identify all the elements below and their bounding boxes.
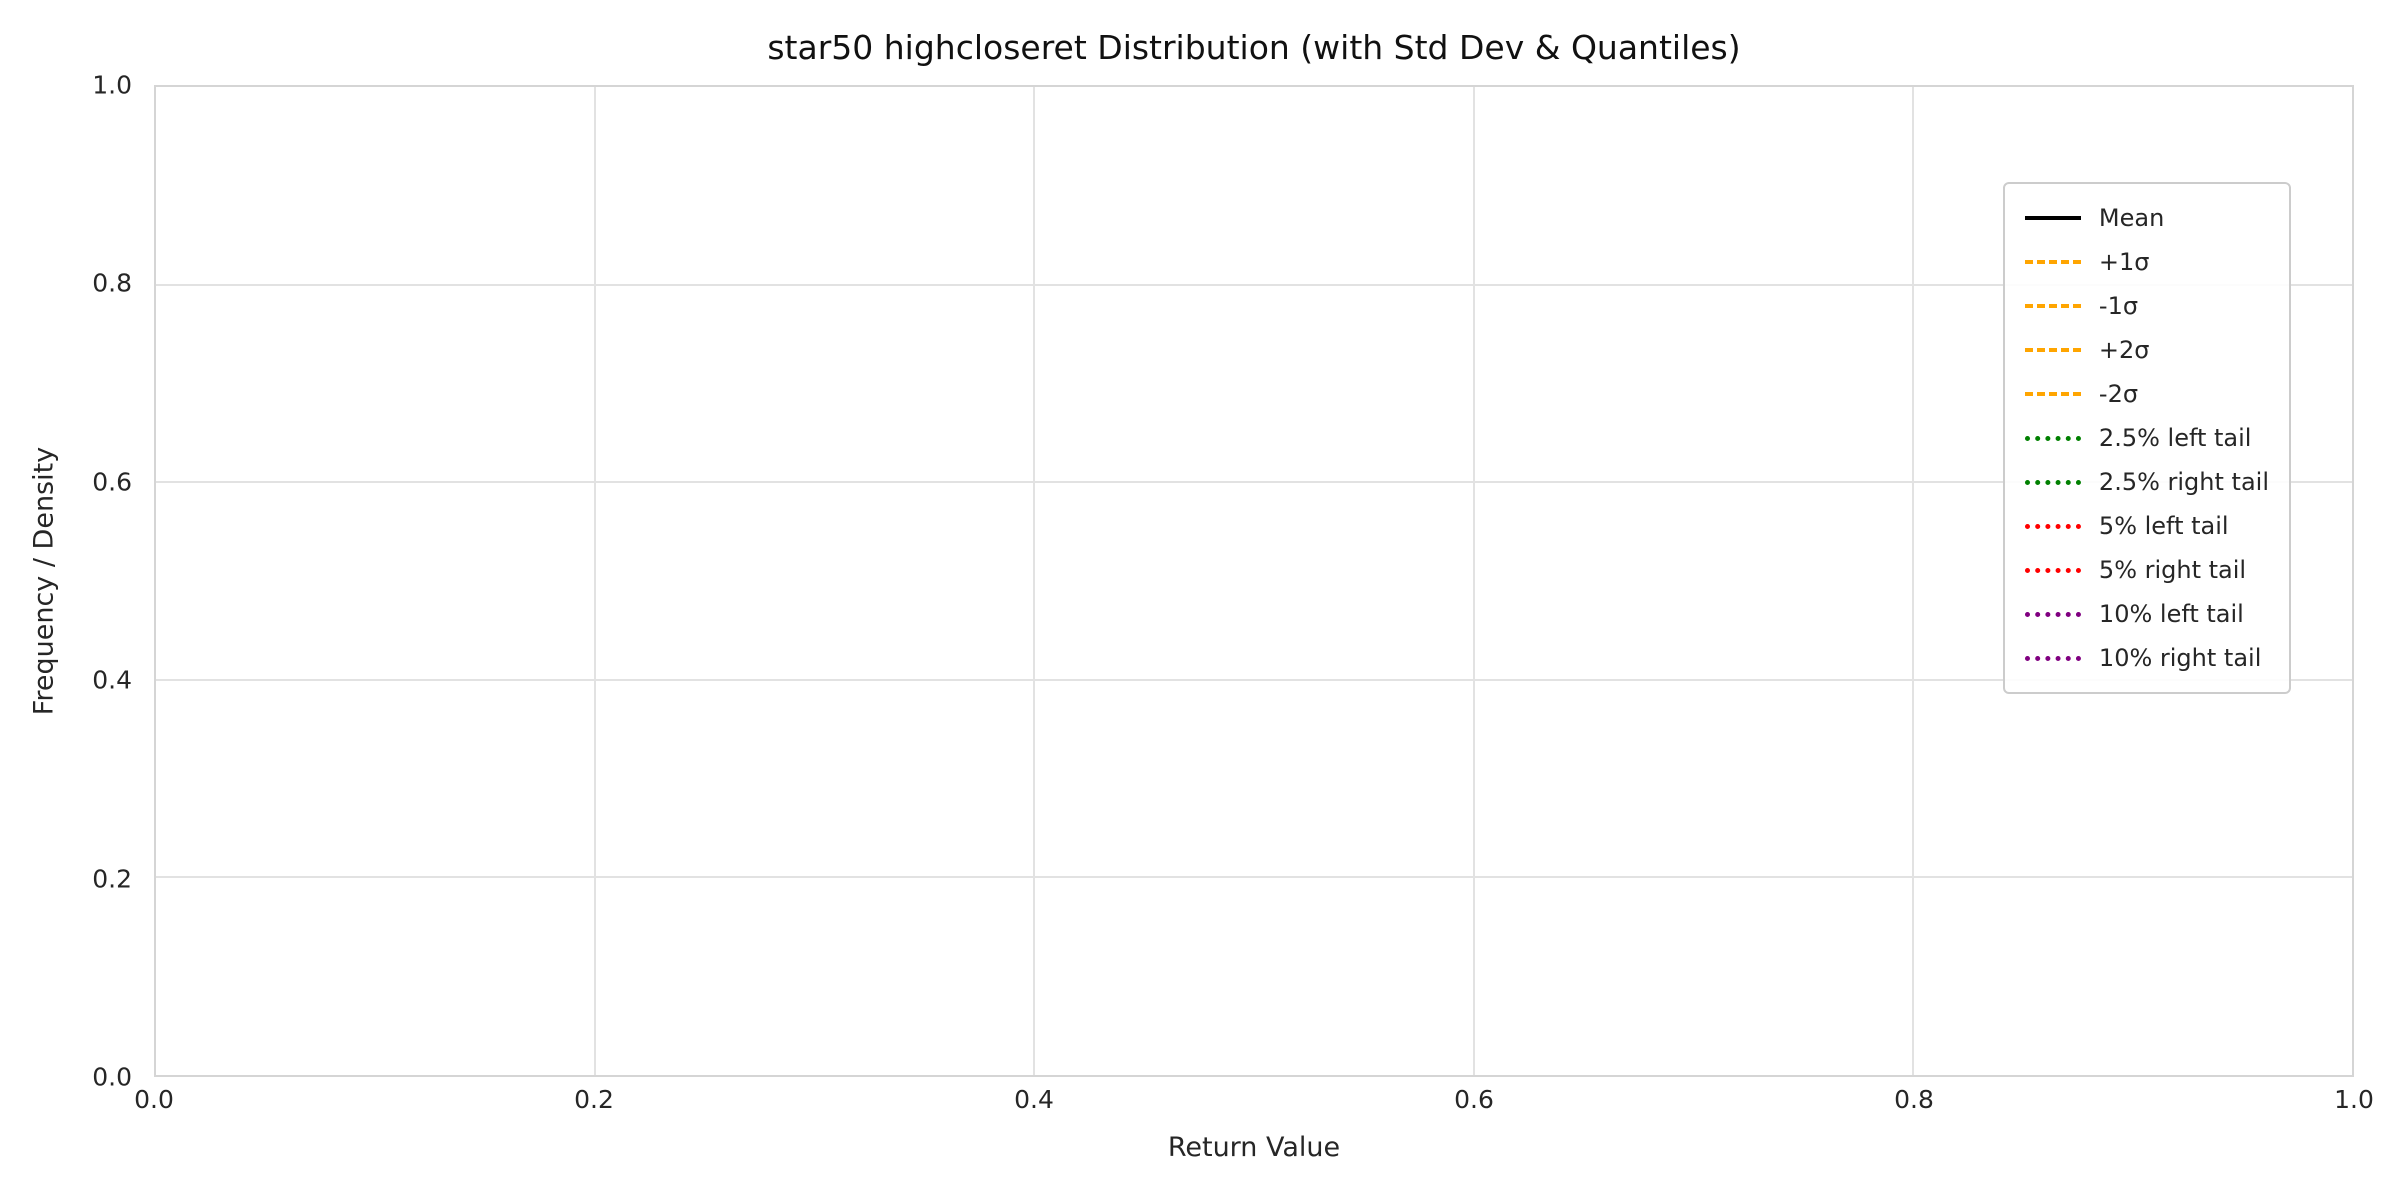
gridline-vertical (1911, 87, 1914, 1075)
legend: Mean +1σ -1σ +2σ -2σ 2.5% left tail 2.5% right… (2002, 182, 2291, 694)
gridline-horizontal (156, 283, 2352, 286)
legend-item: 10% right tail (2024, 636, 2269, 680)
legend-line-sample (2024, 435, 2081, 441)
y-tick-label: 0.4 (92, 665, 132, 695)
x-tick-label: 0.2 (574, 1085, 614, 1114)
legend-item: 10% left tail (2024, 592, 2269, 636)
gridline-horizontal (156, 481, 2352, 484)
legend-label: +1σ (2098, 248, 2150, 276)
legend-item: -2σ (2024, 372, 2269, 416)
legend-item: +1σ (2024, 240, 2269, 284)
x-axis-ticks: 0.0 0.2 0.4 0.6 0.8 1.0 (134, 1085, 2374, 1119)
x-tick-label: 0.8 (1894, 1085, 1934, 1114)
gridline-vertical (1033, 87, 1036, 1075)
gridline-horizontal (156, 876, 2352, 879)
y-tick-label: 0.6 (92, 467, 132, 497)
gridline-vertical (1472, 87, 1475, 1075)
legend-label: 2.5% left tail (2098, 424, 2252, 452)
x-tick-label: 0.0 (134, 1085, 174, 1114)
plot-area: Mean +1σ -1σ +2σ -2σ 2.5% left tail 2.5% right… (154, 85, 2354, 1077)
y-tick-label: 0.2 (92, 864, 132, 894)
legend-item: 5% left tail (2024, 504, 2269, 548)
legend-line-sample (2024, 348, 2081, 352)
legend-item: 5% right tail (2024, 548, 2269, 592)
legend-label: -1σ (2098, 292, 2139, 320)
legend-item: 2.5% left tail (2024, 416, 2269, 460)
legend-line-sample (2024, 655, 2081, 661)
legend-label: 5% right tail (2098, 556, 2247, 584)
y-axis-label: Frequency / Density (28, 446, 60, 716)
legend-line-sample (2024, 216, 2081, 220)
legend-line-sample (2024, 304, 2081, 308)
y-tick-label: 1.0 (92, 70, 132, 100)
legend-label: +2σ (2098, 336, 2150, 364)
legend-label: 2.5% right tail (2098, 468, 2269, 496)
y-tick-label: 0.0 (92, 1062, 132, 1092)
y-axis-ticks: 0.0 0.2 0.4 0.6 0.8 1.0 (0, 71, 144, 1092)
legend-label: 10% right tail (2098, 644, 2262, 672)
legend-label: 5% left tail (2098, 512, 2229, 540)
legend-line-sample (2024, 523, 2081, 529)
legend-line-sample (2024, 567, 2081, 573)
x-tick-label: 0.6 (1454, 1085, 1494, 1114)
legend-label: 10% left tail (2098, 600, 2244, 628)
x-axis-label: Return Value (1167, 1132, 1341, 1163)
legend-line-sample (2024, 260, 2081, 264)
x-tick-label: 1.0 (2334, 1085, 2374, 1114)
legend-item: Mean (2024, 196, 2269, 240)
gridline-horizontal (156, 678, 2352, 681)
gridline-vertical (594, 87, 597, 1075)
legend-line-sample (2024, 611, 2081, 617)
legend-item: +2σ (2024, 328, 2269, 372)
legend-item: -1σ (2024, 284, 2269, 328)
legend-item: 2.5% right tail (2024, 460, 2269, 504)
legend-label: -2σ (2098, 380, 2139, 408)
legend-label: Mean (2098, 204, 2165, 232)
y-tick-label: 0.8 (92, 268, 132, 298)
legend-line-sample (2024, 479, 2081, 485)
legend-line-sample (2024, 392, 2081, 396)
x-tick-label: 0.4 (1014, 1085, 1054, 1114)
chart-title: star50 highcloseret Distribution (with S… (767, 28, 1741, 67)
